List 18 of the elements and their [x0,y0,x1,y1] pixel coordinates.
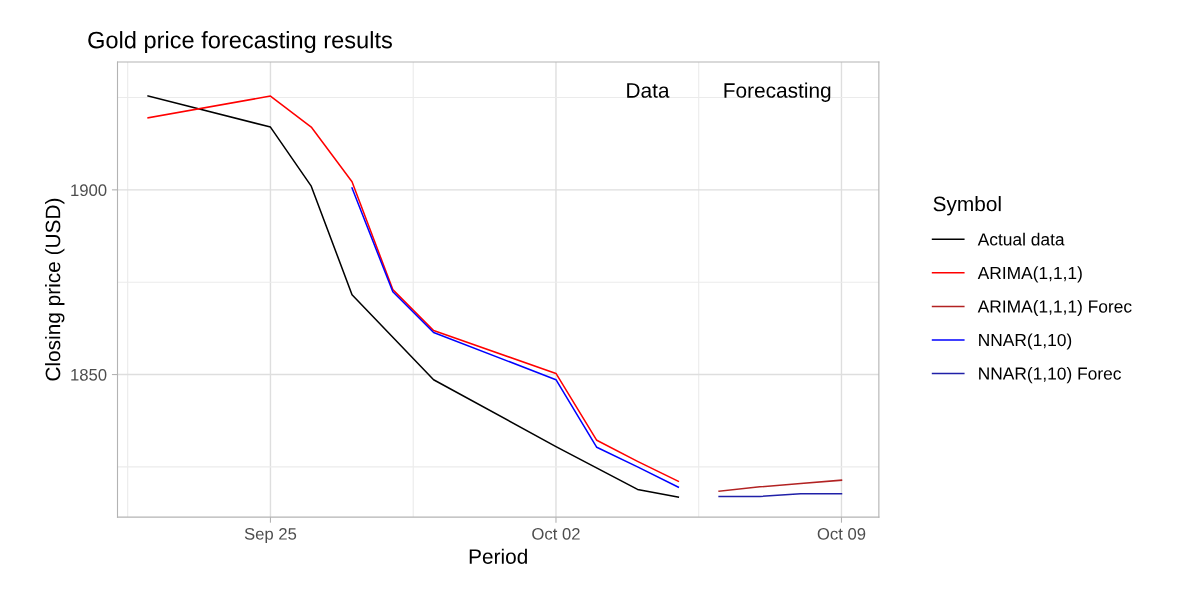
y-axis-title: Closing price (USD) [45,198,65,381]
annotation: Data [627,83,670,98]
legend-title: Symbol [933,196,1001,216]
line-series [351,187,680,488]
x-tick-label: Oct 02 [532,527,580,540]
y-tick-label: 1900 [71,184,107,197]
legend-label: ARIMA(1,1,1) [977,266,1082,283]
y-tick-label: 1850 [71,368,107,381]
annotation: Forecasting [724,82,831,102]
legend-label: NNAR(1,10) [979,333,1072,350]
chart-title: Gold price forecasting results [88,31,392,54]
x-axis-title: Period [469,548,527,564]
x-tick-label: Sep 25 [244,527,297,544]
legend-label: ARIMA(1,1,1) Forec [977,299,1132,317]
legend-label: NNAR(1,10) Forec [979,366,1121,384]
line-series [718,479,843,493]
x-tick-label: Oct 09 [817,527,866,540]
legend-label: Actual data [977,232,1065,246]
